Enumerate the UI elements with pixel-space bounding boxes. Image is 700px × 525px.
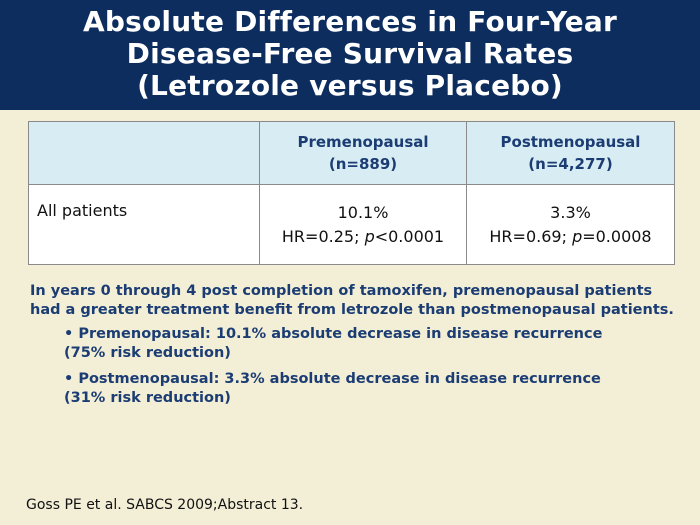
table-header-empty [28,121,260,185]
bullet-premenopausal: • Premenopausal: 10.1% absolute decrease… [64,325,664,363]
premenopausal-percent: 10.1% [337,202,389,222]
summary-statement: In years 0 through 4 post completion of … [30,282,680,320]
bullet-postmenopausal-line-1: • Postmenopausal: 3.3% absolute decrease… [64,371,601,387]
table-header-row: Premenopausal (n=889) Postmenopausal (n=… [28,121,675,185]
results-table: Premenopausal (n=889) Postmenopausal (n=… [28,121,675,265]
premenopausal-hr: HR=0.25; [281,226,360,246]
premenopausal-value-cell: 10.1% HR=0.25; p<0.0001 [259,184,467,265]
bullet-postmenopausal-line-2: (31% risk reduction) [64,390,231,406]
citation: Goss PE et al. SABCS 2009;Abstract 13. [26,497,304,513]
table-header-premenopausal: Premenopausal (n=889) [259,121,467,185]
slide-title-banner: Absolute Differences in Four-Year Diseas… [0,0,700,110]
summary-line-1: In years 0 through 4 post completion of … [30,283,653,299]
slide-title-line-3: (Letrozole versus Placebo) [137,69,563,102]
bullet-premenopausal-line-1: • Premenopausal: 10.1% absolute decrease… [64,326,603,342]
bullet-premenopausal-line-2: (75% risk reduction) [64,345,231,361]
premenopausal-p-label: p [364,226,375,246]
table-row: All patients 10.1% HR=0.25; p<0.0001 3.3… [28,184,675,265]
postmenopausal-header-n: (n=4,277) [528,155,613,173]
postmenopausal-header-label: Postmenopausal [500,133,641,151]
postmenopausal-hr: HR=0.69; [489,226,567,246]
row-label-all-patients: All patients [28,184,260,265]
postmenopausal-p-value: =0.0008 [582,226,652,246]
table-header-postmenopausal: Postmenopausal (n=4,277) [466,121,675,185]
premenopausal-header-label: Premenopausal [297,133,429,151]
postmenopausal-value-cell: 3.3% HR=0.69; p=0.0008 [466,184,675,265]
bullet-postmenopausal: • Postmenopausal: 3.3% absolute decrease… [64,370,664,408]
postmenopausal-percent: 3.3% [550,202,591,222]
premenopausal-header-n: (n=889) [328,155,398,173]
slide-title-line-1: Absolute Differences in Four-Year [83,5,617,38]
summary-line-2: had a greater treatment benefit from let… [30,302,674,318]
slide-title-line-2: Disease-Free Survival Rates [126,37,574,70]
postmenopausal-p-label: p [572,226,583,246]
premenopausal-p-value: <0.0001 [374,226,445,246]
